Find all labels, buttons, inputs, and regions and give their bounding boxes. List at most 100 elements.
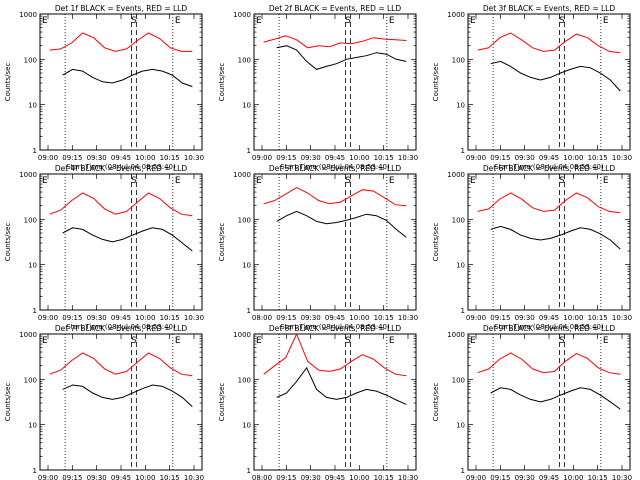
marker-label-e-end: E <box>603 336 609 346</box>
y-axis-label: Counts/sec <box>218 383 226 422</box>
panel-5: Det 5f BLACK = Events, RED = LLD 1 10 100 10… <box>218 164 418 331</box>
x-tick-label: 09:15 <box>276 474 296 480</box>
y-tick-label: 1000 <box>233 171 251 179</box>
y-tick-label: 100 <box>24 376 37 384</box>
marker-label-s: S <box>559 176 565 186</box>
events-series-line <box>62 384 193 407</box>
y-tick-label: 10 <box>28 262 37 270</box>
x-tick-label: 09:00 <box>466 154 486 162</box>
plot-frame <box>467 173 631 311</box>
x-tick-label: 10:30 <box>184 474 204 480</box>
lld-series-line <box>263 35 407 49</box>
x-axis-label: Start Time (08-Jul-04 08:53:40) <box>494 323 604 331</box>
x-tick-label: 09:15 <box>62 474 82 480</box>
y-tick-label: 10 <box>242 422 251 430</box>
y-tick-label: 100 <box>238 56 251 64</box>
y-tick-label: 100 <box>452 216 465 224</box>
y-tick-label: 10 <box>28 102 37 110</box>
y-tick-label: 1000 <box>447 171 465 179</box>
marker-label-e-end: E <box>175 16 181 26</box>
events-series-line <box>276 366 407 405</box>
x-tick-label: 10:00 <box>349 314 369 322</box>
x-tick-label: 09:45 <box>111 474 131 480</box>
x-tick-label: 09:15 <box>490 474 510 480</box>
lld-series-line <box>49 192 193 217</box>
x-tick-label: 10:00 <box>563 314 583 322</box>
marker-label-e-start: E <box>42 336 48 346</box>
y-tick-label: 100 <box>24 216 37 224</box>
plot-frame <box>253 173 417 311</box>
x-tick-label: 10:30 <box>612 154 632 162</box>
y-tick-label: 1000 <box>447 11 465 19</box>
panel-title: Det 6f BLACK = Events, RED = LLD <box>483 164 616 173</box>
marker-label-e-start: E <box>256 336 262 346</box>
x-tick-label: 10:30 <box>184 314 204 322</box>
x-tick-label: 08:00 <box>252 314 272 322</box>
events-series-line <box>490 225 621 250</box>
x-tick-label: 10:15 <box>588 314 608 322</box>
x-tick-label: 10:00 <box>563 474 583 480</box>
x-axis-label: Start Time (08-Jul-04 08:53:40) <box>494 163 604 171</box>
x-tick-label: 09:15 <box>276 154 296 162</box>
y-tick-label: 1000 <box>19 11 37 19</box>
x-tick-label: 09:30 <box>87 154 107 162</box>
x-tick-label: 10:30 <box>398 314 418 322</box>
y-tick-label: 10 <box>456 102 465 110</box>
x-tick-label: 09:30 <box>515 474 535 480</box>
marker-label-s: S <box>559 16 565 26</box>
y-tick-label: 10 <box>242 102 251 110</box>
panel-title: Det 9f BLACK = Events, RED = LLD <box>483 324 616 333</box>
lld-series-line <box>477 32 621 54</box>
panel-1: Det 1f BLACK = Events, RED = LLD 1 10 100 10… <box>4 4 204 171</box>
x-tick-label: 09:45 <box>111 314 131 322</box>
x-tick-label: 10:15 <box>160 154 180 162</box>
marker-label-s: S <box>131 336 137 346</box>
y-tick-label: 10 <box>456 422 465 430</box>
y-tick-label: 100 <box>238 216 251 224</box>
marker-label-e-end: E <box>389 16 395 26</box>
x-tick-label: 09:45 <box>325 314 345 322</box>
x-axis-label: Start Time (08-Jul-04 08:53:40) <box>280 323 390 331</box>
y-tick-label: 1 <box>33 307 37 315</box>
x-tick-label: 09:00 <box>38 154 58 162</box>
x-tick-label: 10:15 <box>374 154 394 162</box>
marker-label-e-start: E <box>256 176 262 186</box>
y-tick-label: 1 <box>461 307 465 315</box>
y-tick-label: 1 <box>33 147 37 155</box>
x-tick-label: 09:30 <box>301 474 321 480</box>
x-tick-label: 09:00 <box>466 314 486 322</box>
x-tick-label: 10:00 <box>349 474 369 480</box>
x-tick-label: 09:00 <box>38 314 58 322</box>
marker-label-e-end: E <box>603 16 609 26</box>
x-tick-label: 10:15 <box>588 154 608 162</box>
lld-series-line <box>49 32 193 52</box>
x-tick-label: 10:00 <box>135 314 155 322</box>
y-tick-label: 1000 <box>233 331 251 339</box>
x-tick-label: 09:45 <box>539 154 559 162</box>
x-tick-label: 08:00 <box>252 474 272 480</box>
y-tick-label: 10 <box>456 262 465 270</box>
x-tick-label: 09:30 <box>301 314 321 322</box>
marker-label-e-start: E <box>256 16 262 26</box>
panel-title: Det 5f BLACK = Events, RED = LLD <box>269 164 402 173</box>
x-tick-label: 10:30 <box>612 474 632 480</box>
marker-label-s: S <box>559 336 565 346</box>
x-tick-label: 10:00 <box>563 154 583 162</box>
panel-title: Det 3f BLACK = Events, RED = LLD <box>483 4 616 13</box>
y-axis-label: Counts/sec <box>432 223 440 262</box>
events-series-line <box>276 45 407 70</box>
panel-title: Det 1f BLACK = Events, RED = LLD <box>55 4 188 13</box>
marker-label-e-end: E <box>175 336 181 346</box>
x-tick-label: 09:15 <box>62 154 82 162</box>
marker-label-s: S <box>131 16 137 26</box>
x-tick-label: 09:30 <box>515 154 535 162</box>
x-tick-label: 10:15 <box>160 474 180 480</box>
y-tick-label: 100 <box>452 376 465 384</box>
lld-series-line <box>49 352 193 377</box>
y-axis-label: Counts/sec <box>432 383 440 422</box>
events-series-line <box>62 68 193 88</box>
x-tick-label: 09:15 <box>490 314 510 322</box>
x-tick-label: 10:30 <box>398 474 418 480</box>
events-series-line <box>62 227 193 252</box>
y-tick-label: 1000 <box>19 171 37 179</box>
